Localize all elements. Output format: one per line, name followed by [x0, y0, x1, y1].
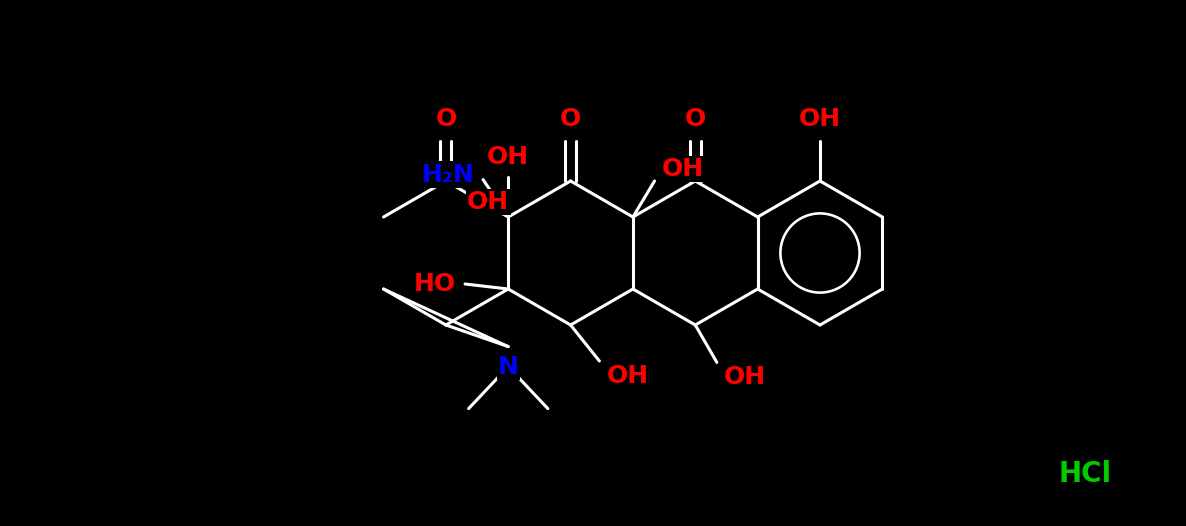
Text: O: O [684, 107, 706, 132]
Text: OH: OH [662, 157, 703, 181]
Text: OH: OH [799, 107, 841, 132]
Text: OH: OH [723, 366, 766, 389]
Text: O: O [560, 107, 581, 132]
Text: OH: OH [487, 145, 529, 169]
Text: HCl: HCl [1058, 460, 1111, 488]
Text: OH: OH [467, 190, 509, 214]
Text: N: N [498, 355, 518, 379]
Text: O: O [435, 107, 457, 132]
Text: H₂N: H₂N [422, 163, 474, 187]
Text: OH: OH [606, 364, 649, 388]
Text: HO: HO [414, 272, 457, 296]
